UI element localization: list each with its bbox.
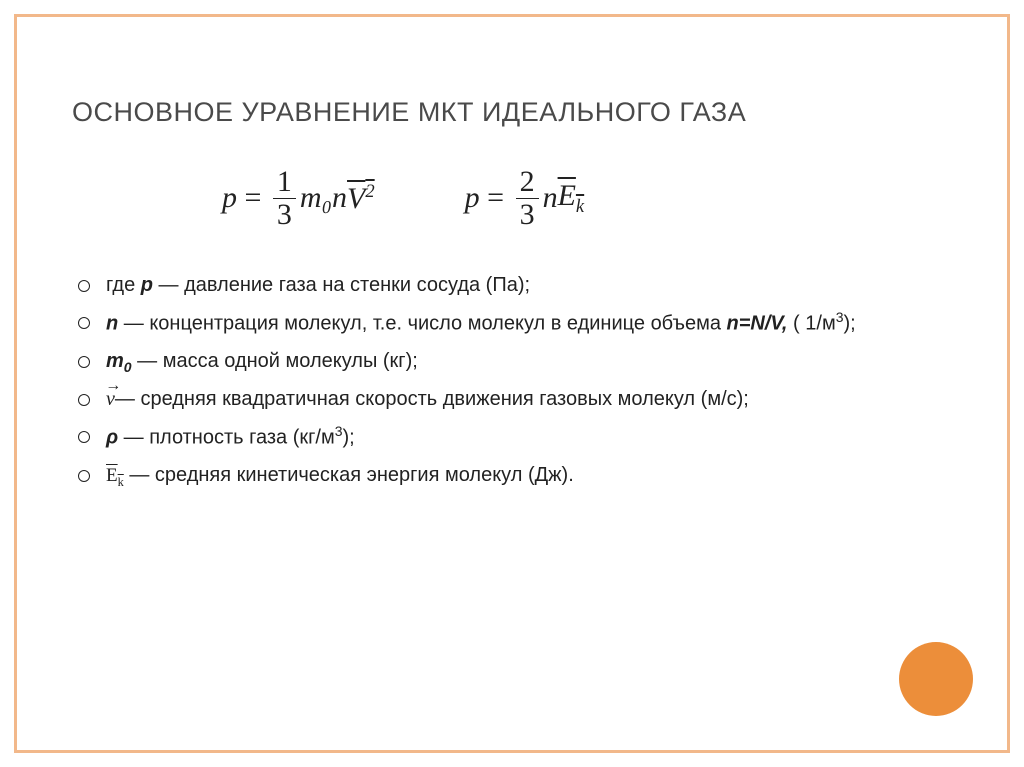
slide-content: ОСНОВНОЕ УРАВНЕНИЕ МКТ ИДЕАЛЬНОГО ГАЗА p…	[17, 17, 1007, 538]
eq1-v2: V2	[347, 181, 375, 216]
eq1-factors: m₀n	[300, 181, 347, 215]
corner-decoration-circle	[899, 642, 973, 716]
eq1-equals: =	[237, 181, 269, 215]
eq2-lhs: p	[465, 181, 480, 215]
eq1-num: 1	[273, 166, 296, 199]
eq1-fraction: 1 3	[273, 166, 296, 230]
eq1-den: 3	[273, 199, 296, 231]
definitions-list: где p — давление газа на стенки сосуда (…	[72, 270, 952, 492]
eq2-num: 2	[516, 166, 539, 199]
equations-row: p = 1 3 m₀n V2 p = 2 3 n Ek	[72, 166, 952, 230]
eq2-fraction: 2 3	[516, 166, 539, 230]
slide-title: ОСНОВНОЕ УРАВНЕНИЕ МКТ ИДЕАЛЬНОГО ГАЗА	[72, 97, 952, 128]
slide-frame: ОСНОВНОЕ УРАВНЕНИЕ МКТ ИДЕАЛЬНОГО ГАЗА p…	[14, 14, 1010, 753]
eq2-n: n	[543, 181, 558, 215]
equation-2: p = 2 3 n Ek	[465, 166, 585, 230]
eq2-den: 3	[516, 199, 539, 231]
definition-item: ρ — плотность газа (кг/м3);	[78, 421, 952, 454]
definition-item: m0 — масса одной молекулы (кг);	[78, 346, 952, 379]
equation-1: p = 1 3 m₀n V2	[222, 166, 375, 230]
definition-item: Ek — средняя кинетическая энергия молеку…	[78, 460, 952, 492]
eq1-lhs: p	[222, 181, 237, 215]
definition-item: где p — давление газа на стенки сосуда (…	[78, 270, 952, 301]
eq2-equals: =	[480, 181, 512, 215]
definition-item: n — концентрация молекул, т.е. число мол…	[78, 307, 952, 340]
eq2-ek: Ek	[558, 179, 585, 218]
definition-item: v— средняя квадратичная скорость движени…	[78, 384, 952, 415]
